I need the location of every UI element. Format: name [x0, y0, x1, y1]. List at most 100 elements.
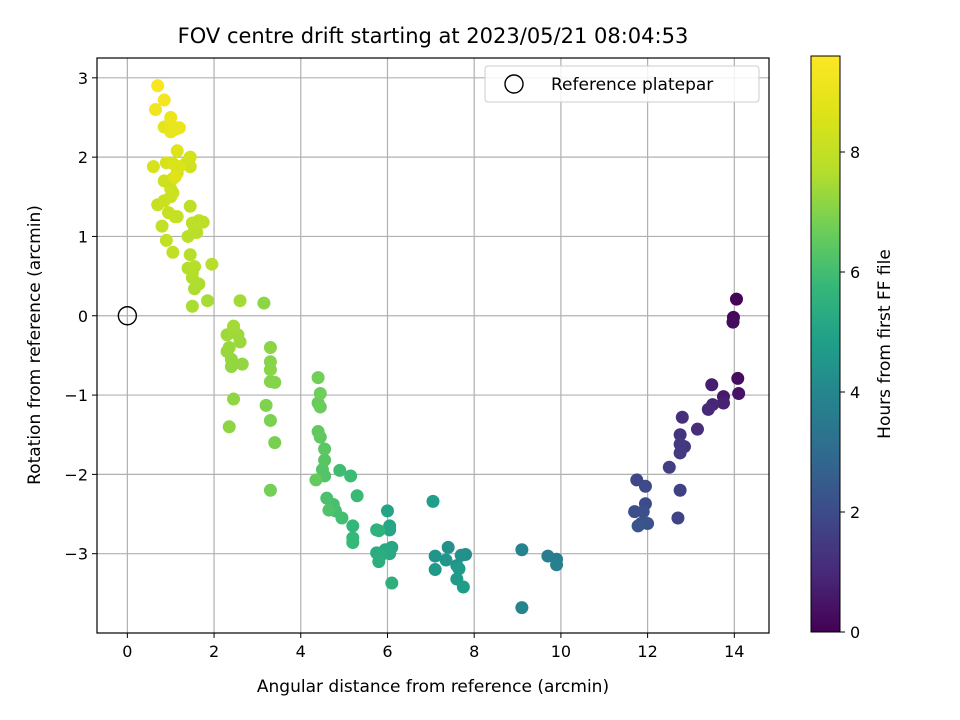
y-tick-label: 3: [78, 69, 88, 88]
scatter-point: [439, 553, 453, 567]
scatter-point: [149, 103, 163, 117]
colorbar-tick-label: 0: [850, 623, 860, 642]
y-axis-ticks: −3 −2 −1 0 1 2 3: [64, 69, 97, 564]
scatter-point: [263, 363, 277, 377]
scatter-point: [159, 233, 173, 247]
x-tick-label: 10: [551, 642, 571, 661]
x-tick-label: 2: [209, 642, 219, 661]
plot-frame: [96, 57, 770, 634]
scatter-point: [227, 319, 241, 333]
scatter-point: [731, 371, 745, 385]
x-tick-label: 0: [122, 642, 132, 661]
scatter-point: [263, 413, 277, 427]
scatter-point: [188, 260, 202, 274]
colorbar-tick-label: 4: [850, 383, 860, 402]
scatter-point: [701, 402, 715, 416]
y-tick-label: 0: [78, 307, 88, 326]
reference-platepar-marker: [117, 306, 138, 326]
scatter-point: [515, 543, 529, 557]
scatter-point: [222, 340, 236, 354]
scatter-points: [146, 79, 746, 615]
y-tick-label: −3: [64, 545, 88, 564]
scatter-point: [257, 296, 271, 310]
scatter-point: [383, 523, 397, 537]
scatter-point: [638, 479, 652, 493]
y-tick-label: 1: [78, 227, 88, 246]
scatter-point: [628, 505, 642, 519]
scatter-point: [311, 425, 325, 439]
scatter-point: [263, 340, 277, 354]
colorbar: 0 2 4 6 8 Hours from first FF file: [810, 55, 895, 642]
scatter-point: [673, 428, 687, 442]
scatter-point: [268, 375, 282, 389]
y-axis-label: Rotation from reference (arcmin): [25, 205, 45, 485]
scatter-point: [263, 483, 277, 497]
scatter-point: [346, 536, 360, 550]
scatter-point: [309, 473, 323, 487]
x-tick-label: 8: [469, 642, 479, 661]
scatter-point: [515, 601, 529, 615]
scatter-point: [346, 519, 360, 533]
scatter-point: [201, 294, 215, 308]
scatter-point: [162, 206, 176, 220]
scatter-point: [426, 494, 440, 508]
scatter-point: [550, 558, 564, 572]
scatter-point: [729, 292, 743, 306]
scatter-point: [166, 245, 180, 259]
grid-lines: [97, 58, 769, 633]
scatter-point: [235, 357, 249, 371]
x-axis-label: Angular distance from reference (arcmin): [257, 677, 609, 697]
scatter-point: [541, 549, 555, 563]
scatter-point: [313, 400, 327, 414]
scatter-point: [372, 555, 386, 569]
scatter-point: [675, 410, 689, 424]
scatter-point: [185, 299, 199, 313]
scatter-point: [168, 170, 182, 184]
legend: Reference platepar: [484, 65, 760, 103]
scatter-point: [322, 503, 336, 517]
y-tick-label: −2: [64, 465, 88, 484]
scatter-point: [671, 511, 685, 525]
scatter-point: [344, 469, 358, 483]
scatter-point: [183, 150, 197, 164]
x-axis-ticks: 0 2 4 6 8 10 12 14: [122, 633, 744, 661]
scatter-point: [227, 392, 241, 406]
scatter-point: [428, 563, 442, 577]
scatter-point: [183, 248, 197, 262]
colorbar-tick-label: 2: [850, 503, 860, 522]
y-tick-label: −1: [64, 386, 88, 405]
scatter-point: [716, 396, 730, 410]
scatter-point: [183, 199, 197, 213]
scatter-point: [673, 446, 687, 460]
scatter-point: [172, 121, 186, 135]
scatter-point: [268, 436, 282, 450]
scatter-point: [690, 422, 704, 436]
colorbar-label: Hours from first FF file: [875, 249, 895, 439]
scatter-point: [333, 463, 347, 477]
legend-marker-open-circle: [504, 74, 524, 94]
scatter-point: [151, 79, 165, 93]
scatter-point: [726, 315, 740, 329]
scatter-point: [146, 160, 160, 174]
scatter-point: [705, 378, 719, 392]
scatter-point: [673, 483, 687, 497]
scatter-point: [313, 386, 327, 400]
scatter-point: [318, 442, 332, 456]
reference-marker-layer: [117, 306, 138, 326]
scatter-point: [454, 548, 468, 562]
colorbar-tick-label: 8: [850, 143, 860, 162]
scatter-point: [155, 219, 169, 233]
scatter-point: [164, 110, 178, 124]
x-tick-label: 4: [296, 642, 306, 661]
colorbar-tick-label: 6: [850, 263, 860, 282]
colorbar-gradient: [810, 55, 841, 633]
scatter-point: [662, 460, 676, 474]
scatter-point: [311, 371, 325, 385]
scatter-point: [157, 93, 171, 107]
x-tick-label: 14: [724, 642, 744, 661]
scatter-point: [380, 504, 394, 518]
x-tick-label: 6: [382, 642, 392, 661]
scatter-point: [196, 215, 210, 229]
